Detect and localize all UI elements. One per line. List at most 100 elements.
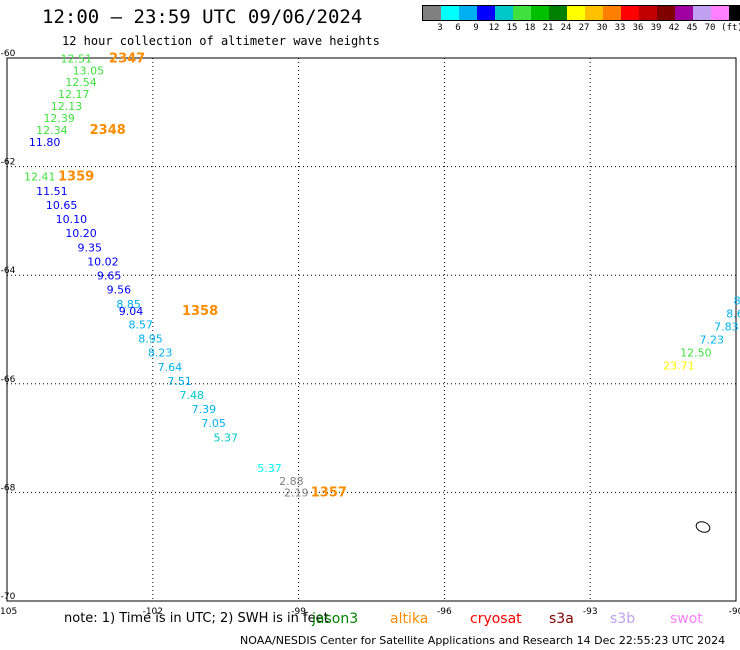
legend-swatch — [423, 6, 441, 20]
data-point: 12.54 — [65, 76, 97, 89]
data-point: 13.05 — [73, 64, 105, 77]
satellite-s3b: s3b — [610, 611, 636, 627]
x-tick-label: -90 — [729, 607, 740, 617]
plot-frame — [6, 57, 737, 602]
data-point: 12.34 — [36, 124, 68, 137]
data-point: 7.83 — [714, 321, 739, 334]
x-tick-label: -96 — [437, 607, 452, 617]
x-tick-label: -105 — [0, 607, 17, 617]
legend-label: 70 — [704, 23, 716, 33]
data-point: 9.35 — [77, 241, 102, 254]
y-tick-label: -64 — [1, 266, 16, 276]
legend-label: 12 — [488, 23, 500, 33]
legend-swatch — [495, 6, 513, 20]
legend-swatch — [639, 6, 657, 20]
data-point: 8.85 — [116, 298, 141, 311]
legend-label: 24 — [560, 23, 572, 33]
satellite-swot: swot — [670, 611, 703, 627]
legend-label: 42 — [668, 23, 680, 33]
data-point: 2.88 — [279, 475, 304, 488]
legend-label: 9 — [473, 23, 479, 33]
data-point: 7.48 — [180, 389, 205, 402]
data-point: 8.65 — [726, 308, 740, 321]
x-tick-label: -99 — [291, 607, 306, 617]
y-tick-label: -66 — [1, 375, 16, 385]
data-point: 2.19 — [284, 487, 309, 500]
data-point: 7.23 — [700, 334, 725, 347]
legend-label: 33 — [614, 23, 626, 33]
island-outline — [695, 521, 711, 533]
satellite-jason3: jason3 — [312, 611, 359, 627]
legend-swatch — [675, 6, 693, 20]
legend-swatch — [477, 6, 495, 20]
data-point: 10.65 — [46, 199, 78, 212]
legend-swatch — [513, 6, 531, 20]
legend-label: 36 — [632, 23, 644, 33]
legend-label: 45 — [686, 23, 698, 33]
data-point: 9.04 — [119, 305, 144, 318]
legend-swatch — [441, 6, 459, 20]
y-tick-label: -68 — [1, 483, 16, 493]
satellite-cryosat: cryosat — [470, 611, 522, 627]
data-point: 12.17 — [58, 88, 90, 101]
legend-swatch — [693, 6, 711, 20]
data-point: 8.95 — [138, 333, 163, 346]
legend-label: 21 — [542, 23, 554, 33]
data-point: 12.41 — [24, 171, 56, 184]
track-label: 2347 — [109, 51, 145, 66]
y-tick-label: -62 — [1, 158, 16, 168]
legend-label: (ft) — [721, 23, 740, 33]
data-point: 10.02 — [87, 255, 119, 268]
legend-label: 6 — [455, 23, 461, 33]
legend-swatch — [603, 6, 621, 20]
data-point: 8.23 — [148, 347, 173, 360]
track-label: 2348 — [90, 123, 126, 138]
legend-swatch — [531, 6, 549, 20]
data-point: 12.51 — [60, 52, 92, 65]
data-point: 5.37 — [257, 462, 282, 475]
data-point: 23.71 — [663, 360, 695, 373]
track-label: 1357 — [311, 486, 347, 501]
legend-label: 30 — [596, 23, 608, 33]
y-tick-label: -70 — [1, 592, 16, 602]
data-point: 10.20 — [65, 227, 97, 240]
track-label: 1358 — [182, 304, 218, 319]
satellite-altika: altika — [390, 611, 429, 627]
data-point: 8.57 — [129, 318, 154, 331]
data-point: 10.10 — [56, 213, 88, 226]
legend-label: 3 — [437, 23, 443, 33]
track-label: 1359 — [58, 170, 94, 185]
data-point: 11.51 — [36, 185, 68, 198]
data-point: 12.39 — [43, 112, 74, 125]
legend-swatch — [657, 6, 675, 20]
data-point: 7.39 — [192, 403, 217, 416]
data-point: 12.50 — [680, 347, 712, 360]
legend-swatch — [459, 6, 477, 20]
satellite-s3a: s3a — [549, 611, 574, 627]
legend-label: 27 — [578, 23, 590, 33]
legend-swatch — [729, 6, 740, 20]
data-point: 9.65 — [97, 270, 122, 283]
legend-label: 15 — [506, 23, 518, 33]
x-tick-label: -102 — [143, 607, 163, 617]
data-point: 8. — [734, 295, 740, 308]
y-tick-label: -60 — [1, 49, 16, 59]
data-point: 11.80 — [29, 136, 61, 149]
legend-swatch — [567, 6, 585, 20]
data-point: 5.37 — [214, 431, 239, 444]
legend-swatch — [549, 6, 567, 20]
legend-swatch — [585, 6, 603, 20]
legend-swatch — [621, 6, 639, 20]
data-point: 7.64 — [158, 361, 183, 374]
data-point: 7.05 — [201, 417, 226, 430]
note-text: note: 1) Time is in UTC; 2) SWH is in fe… — [64, 611, 329, 626]
chart-title: 12:00 – 23:59 UTC 09/06/2024 — [42, 6, 363, 28]
footer-text: NOAA/NESDIS Center for Satellite Applica… — [240, 634, 726, 647]
data-point: 9.56 — [107, 284, 132, 297]
x-tick-label: -93 — [583, 607, 598, 617]
data-point: 12.13 — [51, 100, 83, 113]
chart-subtitle: 12 hour collection of altimeter wave hei… — [62, 34, 380, 48]
